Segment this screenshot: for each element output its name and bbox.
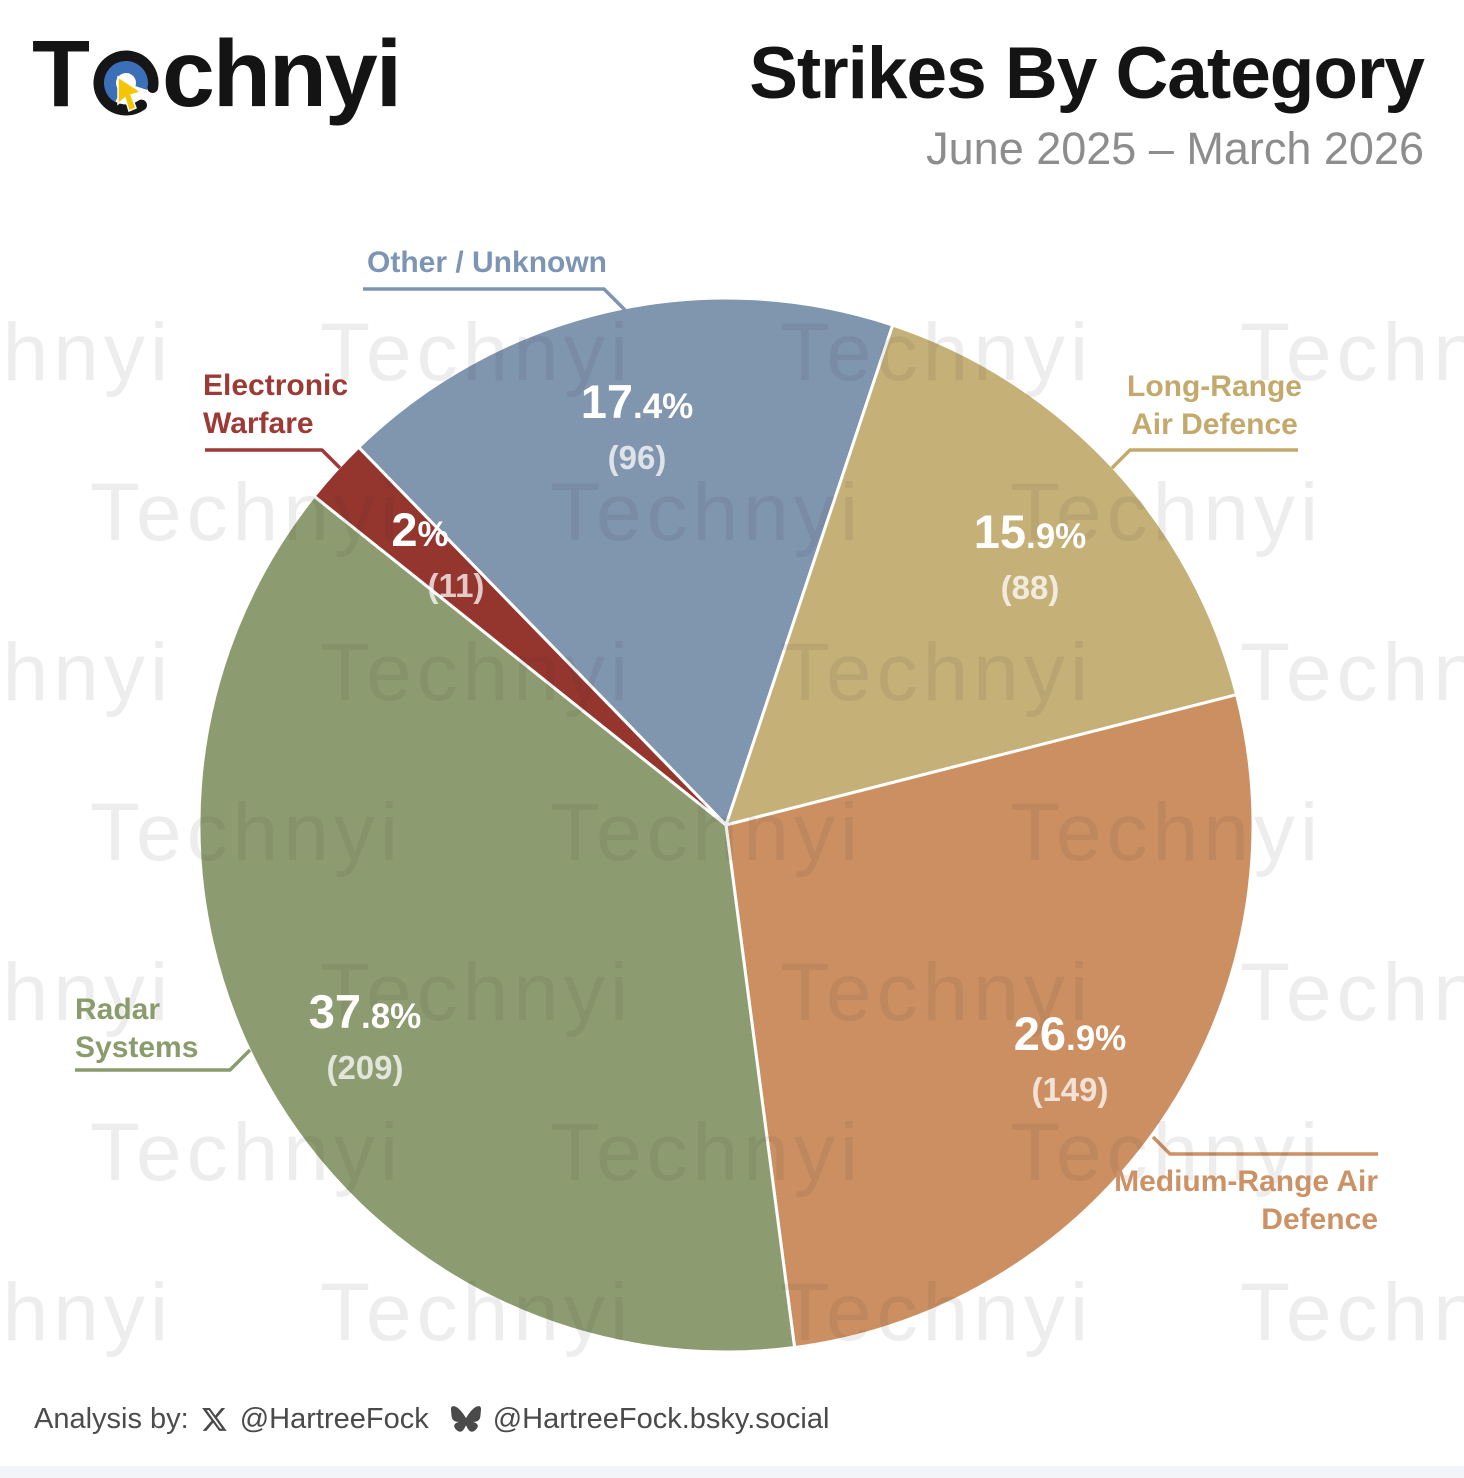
logo-text-rest: chnyi xyxy=(162,21,402,127)
page-title: Strikes By Category xyxy=(749,33,1425,114)
pie-slice-medium-range-air-defence xyxy=(724,693,1255,1349)
bsky-handle: @HartreeFock.bsky.social xyxy=(492,1403,830,1435)
technyi-logo: T chnyi xyxy=(32,21,402,127)
x-logo-icon xyxy=(201,1406,228,1433)
value-label-long-range-air-defence: 15.9% (88) xyxy=(973,505,1087,607)
footer-credits: Analysis by: @HartreeFock @HartreeFock.b… xyxy=(34,1403,829,1436)
date-range-subtitle: June 2025 – March 2026 xyxy=(926,122,1424,174)
value-label-medium-range-air-defence: 26.9% (149) xyxy=(1013,1007,1127,1109)
leader-line-long-range xyxy=(1110,448,1298,470)
label-medium-range: Medium-Range Air Defence xyxy=(1114,1165,1378,1236)
value-label-radar-systems: 37.8% (209) xyxy=(308,985,422,1087)
leader-line-medium-range xyxy=(1151,1135,1378,1156)
leader-line-electronic-warfare xyxy=(205,448,342,470)
label-long-range: Long-Range Air Defence xyxy=(1127,370,1302,441)
footer-prefix: Analysis by: xyxy=(34,1403,189,1435)
value-label-electronic-warfare: 2% (11) xyxy=(391,503,485,605)
bluesky-butterfly-icon xyxy=(450,1406,481,1433)
label-other-unknown: Other / Unknown xyxy=(367,246,607,279)
pie-slice-electronic-warfare xyxy=(312,445,728,827)
pie-slice-radar-systems xyxy=(197,494,797,1354)
logo-text-t: T xyxy=(32,21,90,127)
label-radar-systems: Radar Systems xyxy=(75,993,199,1064)
pie-slice-other-unknown xyxy=(357,296,895,827)
bottom-strip xyxy=(0,1466,1464,1478)
x-handle: @HartreeFock xyxy=(239,1403,429,1435)
label-electronic-warfare: Electronic Warfare xyxy=(203,369,349,440)
leader-line-radar-systems xyxy=(75,1048,252,1072)
logo-cursor-icon xyxy=(93,50,159,116)
leader-line-other-unknown xyxy=(363,287,628,313)
value-label-other-unknown: 17.4% (96) xyxy=(580,375,694,477)
